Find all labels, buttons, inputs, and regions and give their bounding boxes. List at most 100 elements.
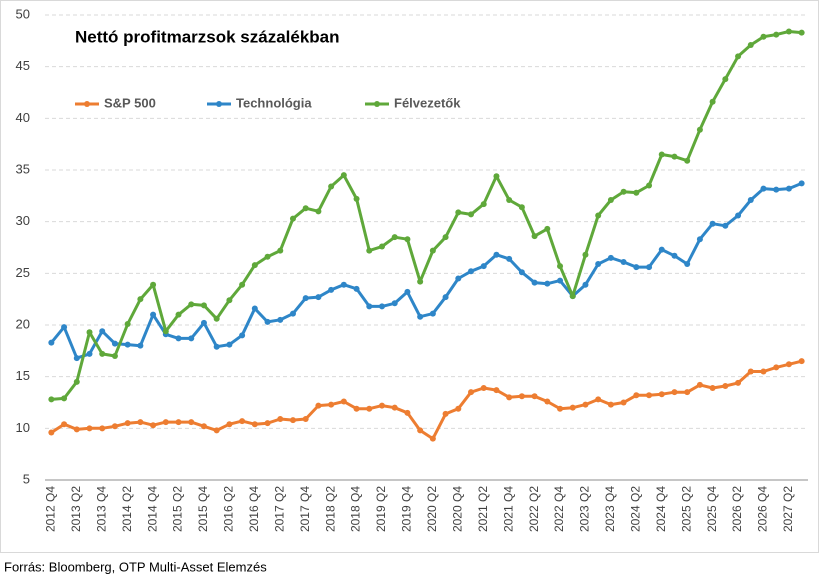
data-point [747,41,754,48]
data-point [73,355,80,362]
data-point [264,318,271,325]
data-point [493,387,500,394]
x-tick-label: 2023 Q2 [578,486,592,532]
data-point [518,393,525,400]
data-point [111,353,118,359]
data-point [200,302,207,309]
data-point [684,389,691,396]
data-point [722,222,729,229]
data-point [798,29,805,36]
data-point [353,195,360,202]
data-point [595,261,602,268]
data-point [277,316,284,323]
data-point [620,188,627,195]
data-point [722,76,729,83]
data-point [417,278,424,285]
data-point [709,98,716,105]
x-tick-label: 2027 Q2 [781,486,795,532]
data-point [111,340,118,347]
data-point [277,416,284,423]
data-point [480,263,487,270]
data-point [48,339,55,346]
data-point [531,279,538,286]
data-point [328,286,335,293]
data-point [531,233,538,240]
data-point [595,212,602,219]
data-point [124,320,131,327]
data-point [61,324,68,331]
data-point [391,234,398,241]
data-point [188,335,195,342]
data-point [150,422,157,429]
x-tick-label: 2017 Q2 [272,486,286,532]
data-point [340,172,347,179]
data-point [48,396,55,403]
data-point [442,294,449,301]
data-point [239,418,246,425]
data-point [188,419,195,426]
x-tick-label: 2019 Q4 [400,486,414,532]
data-point [785,361,792,368]
data-point [251,421,258,428]
data-point [404,409,411,416]
data-point [328,401,335,408]
data-point [544,225,551,232]
data-point [99,350,106,357]
data-point [277,247,284,254]
data-point [544,398,551,405]
data-point [607,196,614,203]
x-tick-label: 2015 Q2 [171,486,185,532]
data-point [213,343,220,350]
data-point [302,416,309,423]
data-point [150,281,157,288]
data-point [86,425,93,432]
data-point [607,254,614,261]
y-tick-label: 50 [16,6,30,21]
y-tick-label: 35 [16,161,30,176]
data-point [455,275,462,282]
data-point [417,313,424,320]
data-point [99,328,106,335]
data-point [785,185,792,192]
data-point [264,420,271,427]
data-point [315,402,322,409]
data-point [582,401,589,408]
data-point [442,410,449,417]
data-point [557,277,564,284]
data-point [506,255,513,262]
data-point [773,31,780,38]
legend-label: S&P 500 [104,95,156,110]
data-point [696,126,703,133]
data-point [760,368,767,375]
data-point [124,341,131,348]
data-point [315,208,322,215]
data-point [480,201,487,208]
data-point [684,157,691,164]
data-point [633,264,640,271]
data-point [735,212,742,219]
data-point [366,247,373,254]
y-tick-label: 40 [16,110,30,125]
x-tick-label: 2025 Q4 [705,486,719,532]
data-point [340,281,347,288]
x-tick-label: 2021 Q2 [476,486,490,532]
x-tick-label: 2026 Q4 [756,486,770,532]
data-point [518,269,525,276]
data-point [747,368,754,375]
data-point [226,421,233,428]
data-point [162,419,169,426]
x-tick-label: 2015 Q4 [196,486,210,532]
data-point [175,419,182,426]
data-point [646,182,653,189]
data-point [111,423,118,430]
data-point [506,394,513,401]
data-point [709,220,716,227]
data-point [518,204,525,211]
x-tick-label: 2014 Q2 [120,486,134,532]
data-point [137,419,144,426]
y-tick-label: 45 [16,58,30,73]
data-point [760,33,767,40]
data-point [417,427,424,434]
x-tick-label: 2016 Q4 [247,486,261,532]
